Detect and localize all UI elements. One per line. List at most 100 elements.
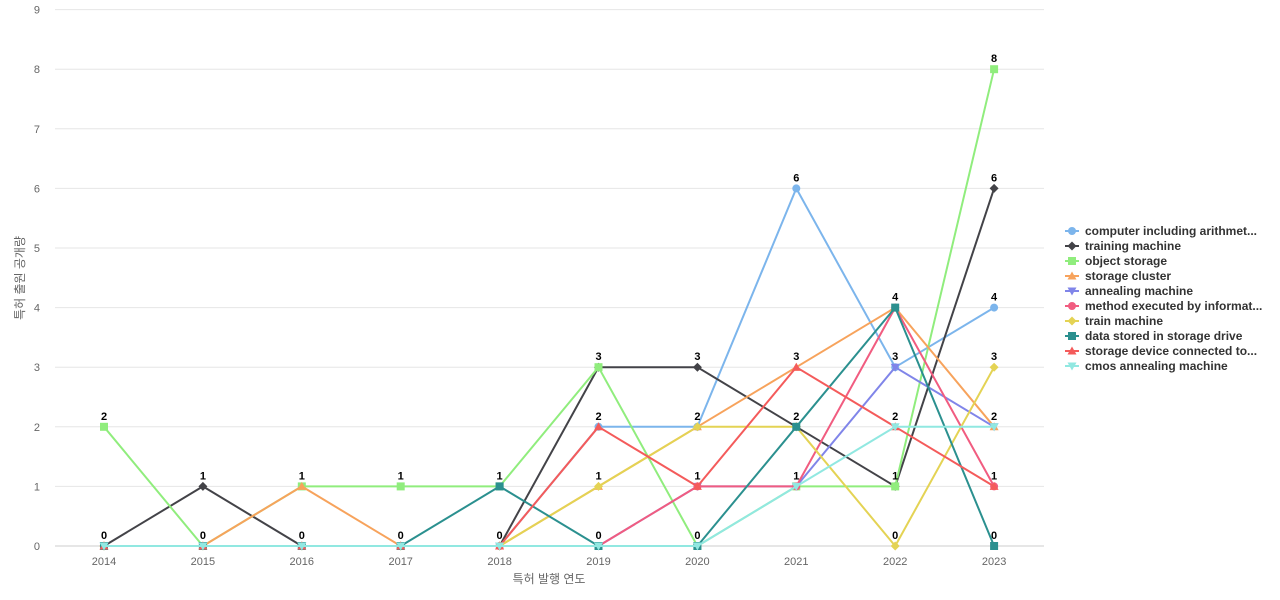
legend-label: storage device connected to... xyxy=(1085,344,1257,358)
data-point xyxy=(198,481,208,491)
y-tick-label: 1 xyxy=(34,481,40,493)
data-label: 0 xyxy=(101,530,107,542)
data-point xyxy=(990,542,999,550)
series-group xyxy=(99,423,999,551)
legend-label: train machine xyxy=(1085,314,1163,328)
data-label: 3 xyxy=(595,351,601,363)
data-point xyxy=(198,542,208,551)
x-tick-label: 2021 xyxy=(784,556,808,568)
legend-item[interactable]: method executed by informat... xyxy=(1065,299,1262,313)
legend-label: computer including arithmet... xyxy=(1085,224,1257,238)
data-label: 6 xyxy=(991,172,997,184)
y-tick-label: 7 xyxy=(34,124,40,136)
data-label: 8 xyxy=(991,53,997,65)
data-point xyxy=(396,542,406,551)
data-label: 0 xyxy=(991,530,997,542)
legend-item[interactable]: object storage xyxy=(1065,254,1167,268)
y-tick-label: 6 xyxy=(34,183,40,195)
data-point xyxy=(792,422,801,431)
data-point xyxy=(989,423,999,432)
legend-label: method executed by informat... xyxy=(1085,299,1262,313)
y-tick-label: 2 xyxy=(34,422,40,434)
data-label: 0 xyxy=(200,530,206,542)
legend-item[interactable]: storage device connected to... xyxy=(1065,344,1257,358)
data-label: 1 xyxy=(793,470,799,482)
data-label: 2 xyxy=(101,411,107,423)
legend-marker xyxy=(1068,227,1076,235)
y-tick-label: 0 xyxy=(34,541,40,553)
data-point xyxy=(297,481,307,490)
legend-marker xyxy=(1067,362,1077,371)
grid-layer xyxy=(55,9,1044,547)
legend-marker xyxy=(1067,346,1077,355)
x-tick-label: 2014 xyxy=(92,556,116,568)
legend-item[interactable]: annealing machine xyxy=(1065,284,1193,298)
data-label: 0 xyxy=(694,530,700,542)
legend-item[interactable]: data stored in storage drive xyxy=(1065,329,1243,343)
data-point xyxy=(99,542,109,551)
data-point xyxy=(396,482,405,491)
legend-marker xyxy=(1068,257,1076,265)
data-point xyxy=(989,183,999,193)
x-axis-title: 특허 발행 연도 xyxy=(513,571,586,586)
data-point xyxy=(692,542,702,551)
data-label: 0 xyxy=(398,530,404,542)
data-point xyxy=(890,541,900,551)
x-tick-label: 2015 xyxy=(191,556,215,568)
legend-label: storage cluster xyxy=(1085,269,1171,283)
legend-item[interactable]: training machine xyxy=(1065,239,1181,253)
data-label: 2 xyxy=(793,411,799,423)
legend: computer including arithmet...training m… xyxy=(1065,224,1262,373)
legend-label: annealing machine xyxy=(1085,284,1193,298)
data-label: 4 xyxy=(991,292,998,304)
data-label: 2 xyxy=(694,411,700,423)
legend-label: data stored in storage drive xyxy=(1085,329,1243,343)
data-point xyxy=(594,542,603,551)
data-point xyxy=(594,363,603,372)
data-label: 0 xyxy=(595,530,601,542)
data-label: 1 xyxy=(694,470,700,482)
data-point xyxy=(989,362,999,372)
y-tick-label: 8 xyxy=(34,64,40,76)
y-tick-label: 4 xyxy=(34,303,40,315)
legend-item[interactable]: train machine xyxy=(1065,314,1163,328)
legend-marker xyxy=(1068,302,1076,310)
y-tick-label: 9 xyxy=(34,5,40,17)
y-tick-label: 5 xyxy=(34,243,40,255)
data-label: 3 xyxy=(892,351,898,363)
data-label: 0 xyxy=(892,530,898,542)
data-label: 1 xyxy=(200,470,206,482)
data-point xyxy=(495,542,505,551)
data-point xyxy=(495,482,504,491)
x-tick-label: 2019 xyxy=(586,556,610,568)
legend-marker xyxy=(1068,332,1076,340)
data-label: 1 xyxy=(299,470,305,482)
data-label: 2 xyxy=(595,411,601,423)
data-label: 6 xyxy=(793,172,799,184)
data-label: 3 xyxy=(793,351,799,363)
legend-item[interactable]: storage cluster xyxy=(1065,269,1171,283)
data-point xyxy=(890,423,900,432)
legend-item[interactable]: computer including arithmet... xyxy=(1065,224,1257,238)
series-layer xyxy=(99,65,999,551)
data-point xyxy=(791,482,801,491)
data-label: 2 xyxy=(991,411,997,423)
data-label: 1 xyxy=(497,470,503,482)
legend-item[interactable]: cmos annealing machine xyxy=(1065,359,1228,373)
legend-marker xyxy=(1067,316,1077,326)
legend-label: training machine xyxy=(1085,239,1181,253)
data-label: 0 xyxy=(497,530,503,542)
legend-marker xyxy=(1067,287,1077,296)
data-point xyxy=(890,363,900,372)
data-label: 1 xyxy=(892,470,898,482)
data-point xyxy=(297,542,307,551)
legend-marker xyxy=(1067,241,1077,251)
data-label: 1 xyxy=(991,470,997,482)
data-point xyxy=(692,422,702,432)
y-tick-label: 3 xyxy=(34,362,40,374)
x-tick-label: 2018 xyxy=(487,556,511,568)
data-label: 4 xyxy=(892,292,899,304)
